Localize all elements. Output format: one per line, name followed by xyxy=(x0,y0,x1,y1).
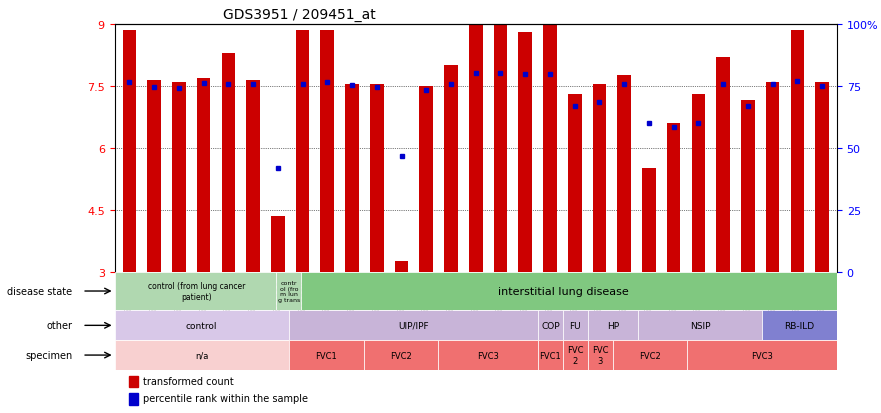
Bar xyxy=(345,85,359,272)
Text: FVC1: FVC1 xyxy=(539,351,561,360)
Text: specimen: specimen xyxy=(25,350,72,360)
FancyBboxPatch shape xyxy=(301,272,837,311)
Text: control: control xyxy=(186,321,218,330)
FancyBboxPatch shape xyxy=(115,272,277,311)
FancyBboxPatch shape xyxy=(364,340,439,370)
Text: UIP/IPF: UIP/IPF xyxy=(398,321,429,330)
Bar xyxy=(593,85,606,272)
Bar xyxy=(172,83,186,272)
Bar xyxy=(296,31,309,272)
FancyBboxPatch shape xyxy=(538,311,563,340)
FancyBboxPatch shape xyxy=(563,311,588,340)
Bar xyxy=(122,31,137,272)
Bar xyxy=(667,123,680,272)
Text: FVC2: FVC2 xyxy=(390,351,412,360)
Bar xyxy=(544,25,557,272)
Bar xyxy=(790,31,804,272)
FancyBboxPatch shape xyxy=(115,340,289,370)
Bar xyxy=(129,376,137,387)
Text: percentile rank within the sample: percentile rank within the sample xyxy=(144,394,308,404)
Text: n/a: n/a xyxy=(195,351,209,360)
FancyBboxPatch shape xyxy=(439,340,538,370)
Text: FVC3: FVC3 xyxy=(478,351,500,360)
Text: NSIP: NSIP xyxy=(690,321,710,330)
Bar xyxy=(147,81,161,272)
Text: FVC1: FVC1 xyxy=(315,351,337,360)
Bar xyxy=(568,95,581,272)
FancyBboxPatch shape xyxy=(289,340,364,370)
Text: HP: HP xyxy=(607,321,618,330)
Text: FU: FU xyxy=(570,321,581,330)
FancyBboxPatch shape xyxy=(588,311,638,340)
Bar xyxy=(444,66,458,272)
Text: contr
ol (fro
m lun
g trans: contr ol (fro m lun g trans xyxy=(278,280,300,302)
Bar xyxy=(493,25,507,272)
Text: transformed count: transformed count xyxy=(144,376,234,386)
Bar xyxy=(395,261,408,272)
Text: FVC
2: FVC 2 xyxy=(567,346,583,365)
Bar xyxy=(815,83,829,272)
Text: RB-ILD: RB-ILD xyxy=(784,321,815,330)
Bar xyxy=(321,31,334,272)
Bar xyxy=(469,25,483,272)
Bar xyxy=(642,169,655,272)
Text: FVC3: FVC3 xyxy=(751,351,774,360)
Bar xyxy=(518,33,532,272)
Text: disease state: disease state xyxy=(7,286,72,296)
Bar xyxy=(692,95,705,272)
Bar xyxy=(221,54,235,272)
FancyBboxPatch shape xyxy=(563,340,588,370)
Bar xyxy=(766,83,780,272)
Bar xyxy=(618,76,631,272)
Text: COP: COP xyxy=(541,321,559,330)
FancyBboxPatch shape xyxy=(277,272,301,311)
Text: FVC
3: FVC 3 xyxy=(592,346,609,365)
Text: other: other xyxy=(46,320,72,330)
FancyBboxPatch shape xyxy=(115,311,289,340)
Text: FVC2: FVC2 xyxy=(640,351,661,360)
Text: interstitial lung disease: interstitial lung disease xyxy=(498,286,628,296)
Bar xyxy=(247,81,260,272)
Bar xyxy=(370,85,383,272)
Text: control (from lung cancer
patient): control (from lung cancer patient) xyxy=(148,282,246,301)
FancyBboxPatch shape xyxy=(613,340,687,370)
Bar xyxy=(271,216,285,272)
FancyBboxPatch shape xyxy=(588,340,613,370)
FancyBboxPatch shape xyxy=(289,311,538,340)
Bar xyxy=(716,58,730,272)
FancyBboxPatch shape xyxy=(638,311,762,340)
FancyBboxPatch shape xyxy=(762,311,837,340)
FancyBboxPatch shape xyxy=(687,340,837,370)
Bar xyxy=(419,87,433,272)
FancyBboxPatch shape xyxy=(538,340,563,370)
Bar xyxy=(196,78,211,272)
Bar xyxy=(129,393,137,405)
Text: GDS3951 / 209451_at: GDS3951 / 209451_at xyxy=(223,8,375,22)
Bar xyxy=(741,101,755,272)
